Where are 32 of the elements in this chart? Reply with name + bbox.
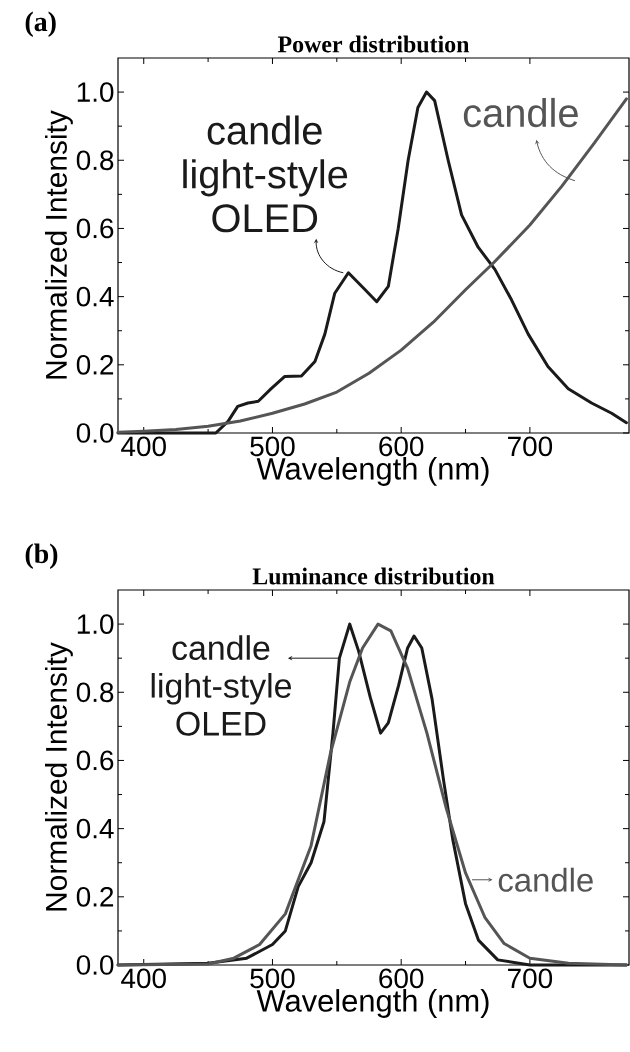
y-tick-label: 0.0 bbox=[76, 955, 114, 975]
y-tick-label: 0.8 bbox=[76, 150, 114, 171]
text: (b) bbox=[25, 543, 58, 569]
y-tick-label: 0.4 bbox=[76, 818, 114, 839]
series-label: candle bbox=[498, 867, 593, 892]
y-axis-title: Normalized Intensity bbox=[45, 642, 73, 911]
series-label: candle bbox=[463, 97, 578, 128]
x-axis-title: Wavelength (nm) bbox=[256, 457, 489, 486]
x-tick-label: 400 bbox=[121, 436, 166, 457]
x-tick-label: 500 bbox=[250, 968, 295, 989]
x-tick-label: 600 bbox=[379, 436, 424, 457]
y-tick-label: 0.6 bbox=[76, 218, 114, 239]
x-tick-label: 400 bbox=[121, 968, 166, 989]
x-tick-label: 500 bbox=[250, 436, 295, 457]
y-tick-label: 0.2 bbox=[76, 354, 114, 375]
x-tick-label: 700 bbox=[508, 436, 553, 457]
x-tick-label: 600 bbox=[379, 968, 424, 989]
y-tick-label: 1.0 bbox=[77, 82, 114, 102]
y-tick-label: 0.4 bbox=[76, 286, 114, 307]
x-axis-title: Wavelength (nm) bbox=[256, 989, 489, 1018]
y-tick-label: 0.8 bbox=[76, 682, 114, 703]
y-tick-label: 0.6 bbox=[76, 750, 114, 771]
y-axis-title: Normalized Intensity bbox=[45, 110, 73, 379]
y-tick-label: 0.2 bbox=[76, 886, 114, 907]
x-tick-label: 700 bbox=[508, 968, 553, 989]
y-tick-label: 1.0 bbox=[77, 614, 114, 634]
y-tick-label: 0.0 bbox=[76, 423, 114, 443]
chart-title: Power distribution bbox=[277, 35, 470, 53]
series-label: candle light-style OLED bbox=[183, 115, 348, 233]
text: (a) bbox=[25, 11, 56, 37]
chart-title: Luminance distribution bbox=[252, 567, 495, 585]
legend-label: candle light-style OLED bbox=[151, 635, 291, 736]
